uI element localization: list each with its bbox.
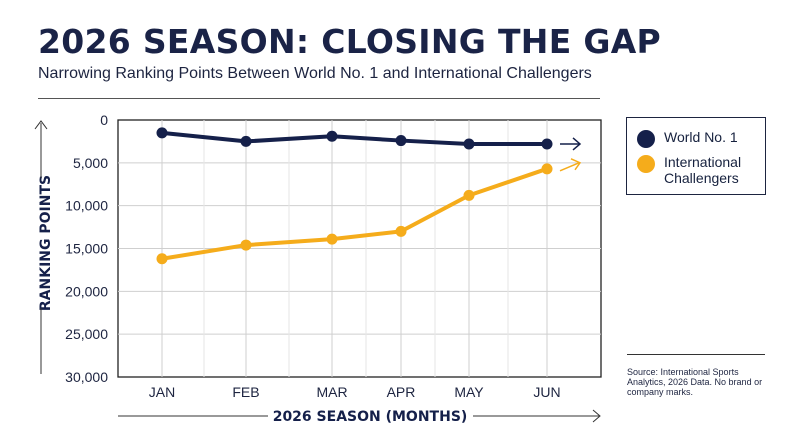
data-point-world-no-1 <box>541 138 553 150</box>
trend-arrow-head-world-no-1 <box>572 137 582 151</box>
legend-label-international-challengers: International Challengers <box>664 154 742 186</box>
data-point-international-challengers <box>541 163 553 175</box>
chart-subtitle: Narrowing Ranking Points Between World N… <box>38 65 592 82</box>
x-axis-arrow-head <box>592 409 601 423</box>
y-tick-label: 25,000 <box>65 326 108 342</box>
title-divider <box>38 98 600 99</box>
data-point-world-no-1 <box>326 130 338 142</box>
y-tick-label: 15,000 <box>65 241 108 257</box>
series-line-world-no-1 <box>161 130 547 146</box>
data-point-international-challengers <box>395 225 407 237</box>
legend-item-international-challengers: International Challengers <box>637 154 764 186</box>
chart-title: 2026 SEASON: CLOSING THE GAP <box>38 22 662 61</box>
x-axis-label: 2026 SEASON (MONTHS) <box>273 409 468 425</box>
y-axis-label: RANKING POINTS <box>38 175 54 311</box>
data-point-world-no-1 <box>395 135 407 147</box>
legend-swatch-world-no-1 <box>637 130 655 148</box>
y-tick-label: 30,000 <box>65 369 108 385</box>
x-tick-label: JAN <box>149 384 175 400</box>
data-point-world-no-1 <box>463 138 475 150</box>
x-tick-label: MAY <box>454 384 484 400</box>
x-tick-label: JUN <box>533 384 560 400</box>
x-tick-label: MAR <box>316 384 347 400</box>
data-point-world-no-1 <box>240 135 252 147</box>
trend-arrow-head-international-challengers <box>570 158 582 171</box>
legend: World No. 1 International Challengers <box>626 117 766 195</box>
x-tick-label: APR <box>387 384 416 400</box>
legend-label-world-no-1: World No. 1 <box>664 129 738 145</box>
y-tick-label: 0 <box>100 112 108 128</box>
data-point-international-challengers <box>156 253 168 265</box>
y-tick-label: 10,000 <box>65 198 108 214</box>
data-point-international-challengers <box>463 189 475 201</box>
y-axis-arrow-head <box>34 120 48 130</box>
series-line-international-challengers <box>161 166 548 261</box>
y-tick-label: 5,000 <box>73 155 108 171</box>
data-point-world-no-1 <box>156 127 168 139</box>
legend-swatch-international-challengers <box>637 155 655 173</box>
data-point-international-challengers <box>240 239 252 251</box>
legend-item-world-no-1: World No. 1 <box>637 129 764 148</box>
y-tick-label: 20,000 <box>65 283 108 299</box>
trend-arrow-line-international-challengers <box>559 162 580 172</box>
source-note: Source: International Sports Analytics, … <box>627 354 765 397</box>
x-tick-label: FEB <box>232 384 259 400</box>
data-point-international-challengers <box>326 233 338 245</box>
